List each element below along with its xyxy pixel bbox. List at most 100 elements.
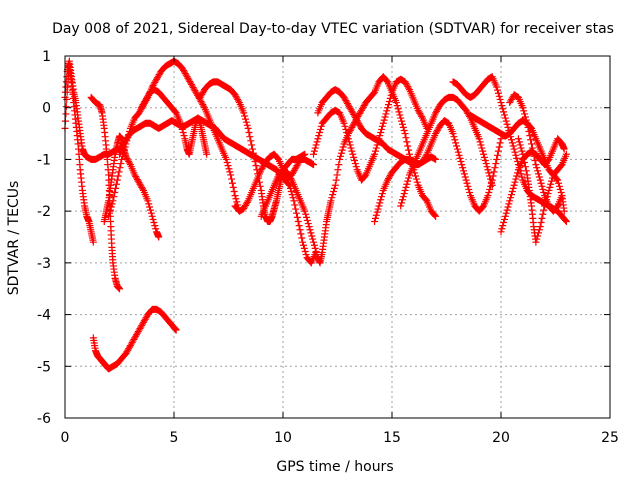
data-point (487, 175, 495, 183)
data-point (491, 164, 499, 172)
data-point (397, 202, 405, 210)
data-point (500, 219, 508, 227)
data-point (405, 146, 413, 154)
data-point (454, 148, 462, 156)
data-point (531, 156, 539, 164)
data-point (399, 193, 407, 201)
data-point (145, 200, 153, 208)
data-point (401, 186, 409, 194)
data-point (386, 94, 394, 102)
data-point (376, 132, 384, 140)
data-point (307, 229, 315, 237)
data-point (309, 235, 317, 243)
data-point (533, 235, 541, 243)
data-point (111, 189, 119, 197)
data-point (508, 139, 516, 147)
data-point (533, 164, 541, 172)
data-point (233, 198, 241, 206)
data-point (555, 182, 563, 190)
data-point (311, 244, 319, 252)
data-point (62, 103, 70, 111)
data-point (459, 164, 467, 172)
data-point (380, 116, 388, 124)
data-point (520, 107, 528, 115)
data-point (400, 126, 408, 134)
data-point (523, 119, 531, 127)
data-point (465, 185, 473, 193)
data-point (432, 212, 440, 220)
data-point (400, 190, 408, 198)
data-point (223, 159, 231, 167)
data-point (398, 199, 406, 207)
data-point (521, 113, 529, 121)
series-arc-15 (397, 93, 496, 210)
data-point (316, 125, 324, 133)
data-point (451, 136, 459, 144)
data-point (452, 139, 460, 147)
data-point (392, 99, 400, 107)
data-point (546, 183, 554, 191)
data-point (375, 202, 383, 210)
data-point (518, 147, 526, 155)
data-point (332, 176, 340, 184)
y-tick-label: -2 (37, 204, 51, 220)
data-point (373, 208, 381, 216)
series-arc-13 (314, 86, 440, 169)
data-point (310, 161, 318, 169)
data-point (527, 136, 535, 144)
data-point (330, 184, 338, 192)
data-point (485, 169, 493, 177)
data-point (521, 163, 529, 171)
data-point (398, 117, 406, 125)
data-point (347, 144, 355, 152)
data-point (463, 179, 471, 187)
data-point (338, 146, 346, 154)
data-point (519, 104, 527, 112)
data-point (504, 123, 512, 131)
data-point (405, 84, 413, 92)
data-point (495, 92, 503, 100)
data-point (418, 113, 426, 121)
data-point (432, 155, 440, 163)
data-point (310, 238, 318, 246)
data-point (486, 172, 494, 180)
y-tick-label: -4 (37, 308, 51, 324)
series-arc-4 (89, 305, 180, 373)
data-point (345, 138, 353, 146)
data-point (486, 185, 494, 193)
data-point (235, 97, 243, 105)
data-point (306, 226, 314, 234)
data-point (305, 223, 313, 231)
data-point (310, 150, 318, 158)
data-point (109, 197, 117, 205)
data-point (522, 116, 530, 124)
data-point (503, 120, 511, 128)
data-point (177, 122, 185, 130)
data-point (178, 125, 186, 133)
data-point (479, 147, 487, 155)
data-point (371, 217, 379, 225)
data-point (487, 178, 495, 186)
data-point (105, 212, 113, 220)
series-arc-19 (506, 91, 566, 215)
data-point (385, 98, 393, 106)
data-point (89, 238, 97, 246)
data-point (112, 180, 120, 188)
data-point (540, 206, 548, 214)
data-point (529, 148, 537, 156)
data-point (431, 211, 439, 219)
data-point (146, 206, 154, 214)
data-point (293, 209, 301, 217)
data-point (115, 168, 123, 176)
data-point (480, 153, 488, 161)
data-point (517, 144, 525, 152)
data-point (314, 135, 322, 143)
data-point (378, 125, 386, 133)
data-point (502, 117, 510, 125)
data-point (303, 216, 311, 224)
data-point (500, 108, 508, 116)
data-point (494, 147, 502, 155)
data-point (518, 173, 526, 181)
data-point (298, 234, 306, 242)
data-point (560, 207, 568, 215)
